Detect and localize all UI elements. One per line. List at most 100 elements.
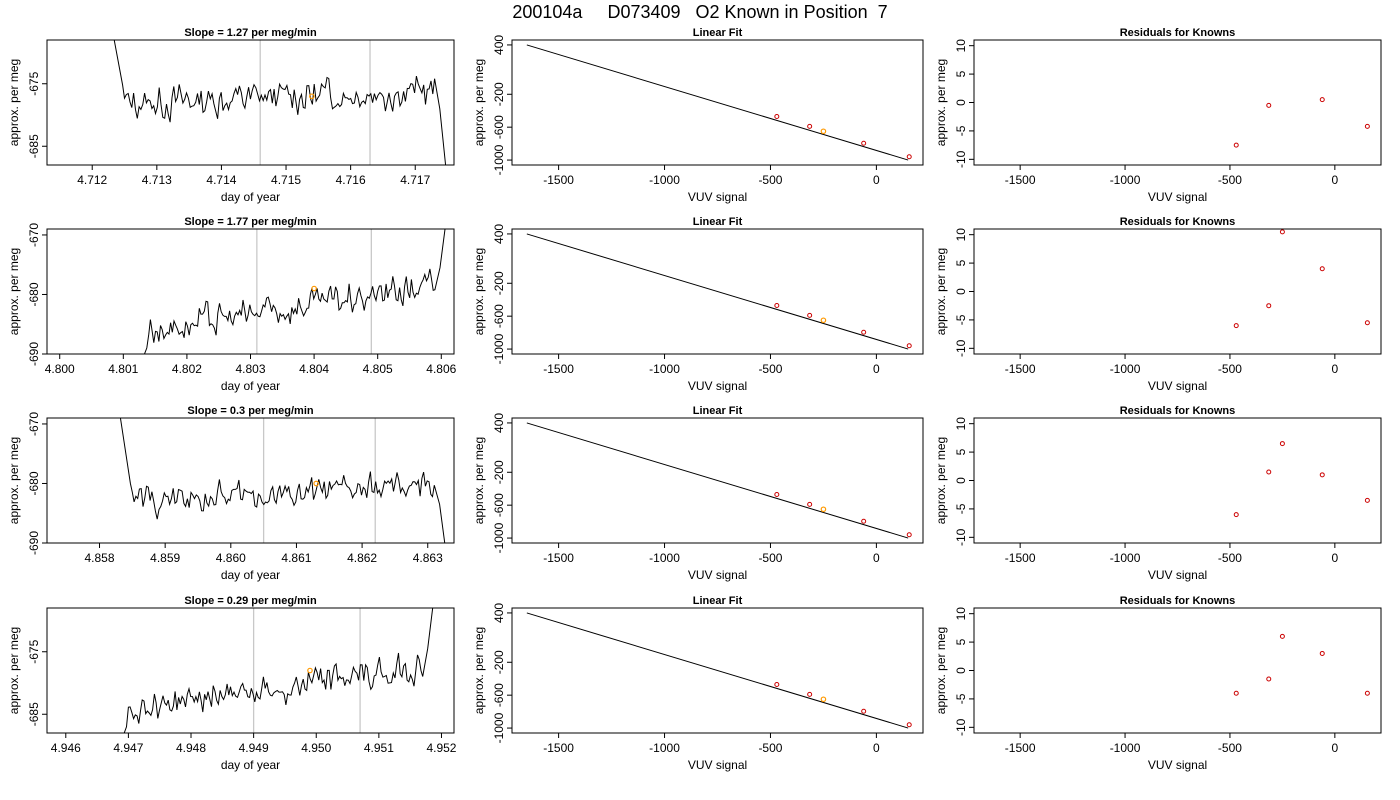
x-tick-label: 0 [873, 741, 880, 755]
y-tick-label: 10 [954, 417, 968, 431]
x-tick-label: 4.951 [364, 741, 394, 755]
x-tick-label: 4.800 [45, 362, 75, 376]
known-point [1319, 472, 1325, 478]
x-tick-label: -1500 [1005, 551, 1036, 565]
known-point [807, 501, 813, 507]
x-tick-label: -500 [758, 362, 782, 376]
plot-frame [973, 607, 1382, 734]
plot-title: Linear Fit [693, 216, 743, 228]
y-tick-label: 10 [954, 228, 968, 242]
known-point [1279, 229, 1285, 235]
x-axis-label: day of year [221, 190, 280, 204]
y-tick-label: -200 [492, 650, 506, 674]
y-tick-label: -5 [954, 503, 968, 514]
x-tick-label: 4.714 [206, 173, 236, 187]
known-point [1364, 690, 1370, 696]
plot-title: Residuals for Knowns [1120, 405, 1236, 417]
x-axis-label: VUV signal [1148, 758, 1207, 772]
plot-area [1233, 229, 1370, 329]
y-tick-label: -1000 [492, 333, 506, 364]
x-axis-label: VUV signal [688, 190, 747, 204]
panel-1-3: -1500 -1000 -500 0 -10 -5 0 5 10 Residuals for Kn… [934, 27, 1382, 204]
x-tick-label: 0 [873, 173, 880, 187]
panel-1-1: 4.712 4.713 4.714 4.715 4.716 4.717 -685 -675 Sl… [7, 27, 455, 204]
plot-area [1233, 97, 1370, 148]
x-tick-label: 4.950 [301, 741, 331, 755]
y-tick-label: -670 [27, 223, 41, 247]
plot-frame [973, 228, 1382, 355]
plot-frame [46, 417, 455, 544]
x-tick-label: 4.946 [51, 741, 81, 755]
plot-frame [511, 39, 924, 166]
panel-2-3: -1500 -1000 -500 0 -10 -5 0 5 10 Residuals for Kn… [934, 216, 1382, 393]
y-tick-label: -600 [492, 493, 506, 517]
known-point [774, 302, 780, 308]
x-tick-label: 4.805 [363, 362, 393, 376]
y-tick-label: -600 [492, 304, 506, 328]
highlight-point [820, 696, 827, 703]
y-axis-label: approx. per meg [472, 627, 486, 714]
x-tick-label: 4.804 [299, 362, 329, 376]
y-tick-label: 0 [954, 288, 968, 295]
known-point [774, 681, 780, 687]
y-tick-label: -5 [954, 314, 968, 325]
plot-frame [511, 417, 924, 544]
y-tick-label: -1000 [492, 144, 506, 175]
y-axis-label: approx. per meg [7, 627, 21, 714]
fit-line [526, 612, 909, 729]
y-tick-label: 400 [492, 224, 506, 244]
y-tick-label: -10 [954, 339, 968, 357]
known-point [774, 491, 780, 497]
highlight-point [311, 285, 317, 292]
x-tick-label: 4.801 [108, 362, 138, 376]
x-tick-label: -500 [758, 551, 782, 565]
known-point [1319, 266, 1325, 272]
x-axis-label: VUV signal [688, 568, 747, 582]
plot-title: Residuals for Knowns [1120, 595, 1236, 607]
x-axis-label: day of year [221, 379, 280, 393]
x-tick-label: -500 [1218, 741, 1242, 755]
x-tick-label: 0 [1332, 173, 1339, 187]
x-tick-label: 4.712 [77, 173, 107, 187]
x-tick-label: -1000 [649, 362, 680, 376]
y-tick-label: -670 [27, 412, 41, 436]
y-tick-label: 0 [954, 99, 968, 106]
x-tick-label: -1000 [1110, 173, 1141, 187]
y-tick-label: 5 [954, 448, 968, 455]
y-axis-label: approx. per meg [472, 437, 486, 524]
y-tick-label: -600 [492, 115, 506, 139]
known-point [1233, 690, 1239, 696]
y-tick-label: -675 [27, 71, 41, 95]
panel-4-1: 4.946 4.947 4.948 4.949 4.950 4.951 4.952 -685 -… [7, 595, 457, 772]
y-tick-label: -685 [27, 134, 41, 158]
highlight-point [820, 128, 827, 135]
plot-area [123, 608, 434, 733]
data-series-trace [143, 229, 446, 354]
fit-line [526, 233, 909, 350]
highlight-point [820, 317, 827, 324]
y-tick-label: -685 [27, 702, 41, 726]
known-point [906, 154, 912, 160]
y-tick-label: -5 [954, 125, 968, 136]
x-tick-label: 4.952 [426, 741, 456, 755]
x-tick-label: -1000 [649, 551, 680, 565]
x-axis-label: VUV signal [1148, 190, 1207, 204]
x-tick-label: -1000 [1110, 741, 1141, 755]
x-tick-label: -1500 [543, 173, 574, 187]
plot-frame [46, 39, 455, 166]
plot-area [1233, 633, 1370, 696]
known-point [1364, 497, 1370, 503]
x-tick-label: -500 [1218, 362, 1242, 376]
data-series-trace [123, 608, 434, 733]
x-tick-label: -1500 [1005, 741, 1036, 755]
known-point [1266, 676, 1272, 682]
y-tick-label: 400 [492, 413, 506, 433]
y-axis-label: approx. per meg [472, 248, 486, 335]
panel-1-2: -1500 -1000 -500 0 -1000 -600 -200 400 Linear Fi… [472, 27, 924, 204]
panel-4-3: -1500 -1000 -500 0 -10 -5 0 5 10 Residuals for Kn… [934, 595, 1382, 772]
known-point [861, 140, 867, 146]
highlight-point [309, 93, 315, 100]
x-tick-label: 4.713 [142, 173, 172, 187]
x-axis-label: VUV signal [688, 379, 747, 393]
